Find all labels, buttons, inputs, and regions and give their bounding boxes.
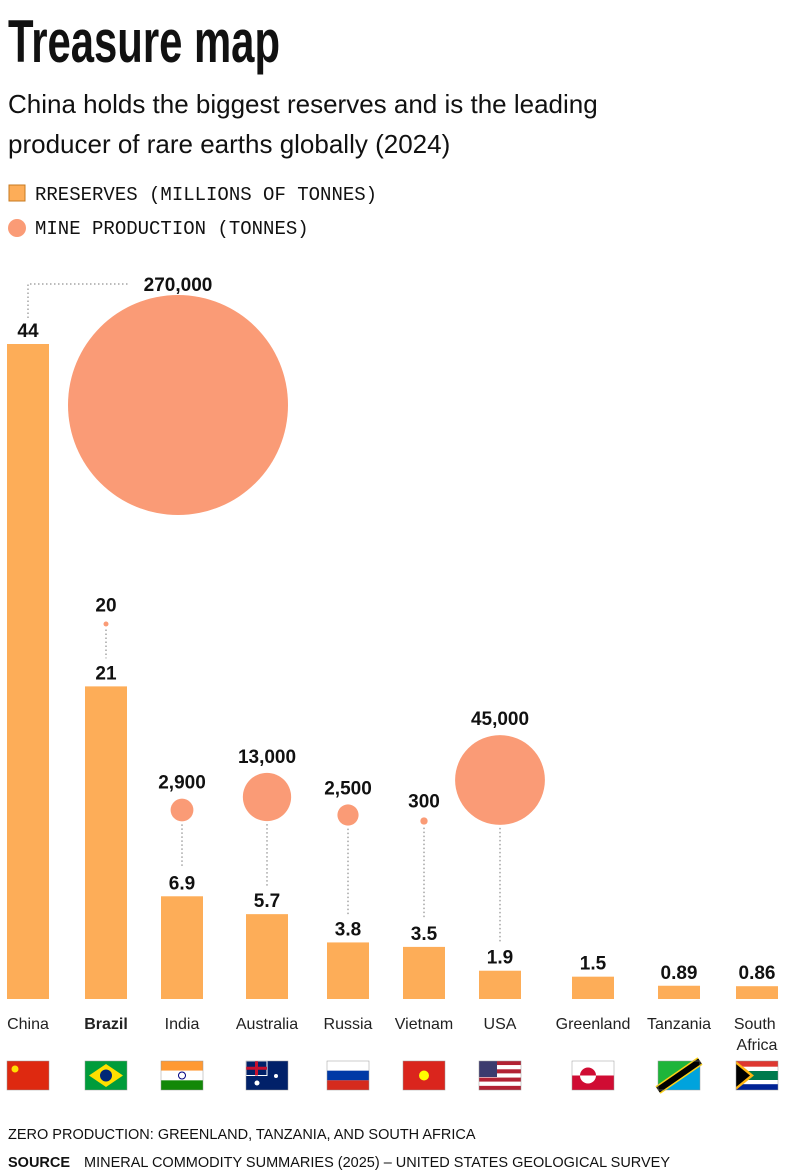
x-tick-label: China	[7, 1016, 49, 1033]
x-tick-label: Vietnam	[395, 1016, 453, 1033]
bubble	[170, 798, 194, 822]
flag	[655, 1057, 703, 1094]
bubble-value-label: 20	[95, 596, 116, 617]
bar	[327, 942, 369, 999]
bar	[736, 986, 778, 999]
flag	[478, 1060, 522, 1091]
flag	[402, 1060, 446, 1091]
x-tick-label: USA	[484, 1016, 517, 1033]
leader-line	[27, 283, 128, 318]
bubble-value-label: 2,900	[158, 773, 206, 794]
bar-value-label: 3.5	[411, 924, 438, 945]
x-tick-label: India	[165, 1016, 200, 1033]
note: ZERO PRODUCTION: GREENLAND, TANZANIA, AN…	[8, 1127, 476, 1143]
legend-swatch	[8, 184, 26, 202]
x-tick-label: Australia	[236, 1016, 298, 1033]
bar	[7, 344, 49, 999]
bubble	[420, 817, 428, 825]
bubble-value-label: 270,000	[144, 275, 213, 296]
bar	[85, 686, 127, 999]
bar	[479, 970, 521, 999]
bar	[572, 976, 614, 999]
bubble-value-label: 300	[408, 791, 440, 812]
bar-value-label: 5.7	[254, 891, 280, 912]
x-tick-label: Tanzania	[647, 1016, 711, 1033]
bubble-value-label: 2,500	[324, 778, 372, 799]
flag	[84, 1060, 128, 1091]
legend-label: RRESERVES (MILLIONS OF TONNES)	[35, 184, 377, 206]
bubble	[337, 804, 359, 826]
bar-value-label: 1.5	[580, 954, 607, 975]
chart-subtitle: China holds the biggest reserves and is …	[8, 89, 605, 159]
x-tick-label: Greenland	[556, 1016, 631, 1033]
bubble	[455, 735, 545, 825]
bar-value-label: 0.86	[739, 963, 776, 984]
source-label: SOURCE	[8, 1155, 70, 1171]
legend-swatch	[8, 219, 26, 237]
bar-value-label: 44	[17, 321, 39, 342]
bubble-value-label: 13,000	[238, 747, 296, 768]
bar-value-label: 6.9	[169, 873, 195, 894]
bar	[658, 985, 700, 999]
bubble-value-label: 45,000	[471, 709, 529, 730]
x-tick-label: Brazil	[84, 1016, 128, 1033]
source: MINERAL COMMODITY SUMMARIES (2025) – UNI…	[84, 1155, 670, 1171]
bubble	[103, 621, 109, 627]
bar-value-label: 21	[95, 663, 117, 684]
flag	[6, 1060, 50, 1091]
bar-value-label: 1.9	[487, 948, 513, 969]
chart-title: Treasure map	[8, 8, 280, 75]
x-tick-label: South Africa	[734, 1016, 780, 1054]
bubble	[68, 295, 288, 515]
flag	[571, 1060, 615, 1091]
flag	[245, 1060, 289, 1091]
bubble	[242, 772, 292, 822]
bar	[161, 896, 203, 999]
legend-label: MINE PRODUCTION (TONNES)	[35, 218, 309, 240]
x-tick-label: Russia	[324, 1016, 373, 1033]
flag	[735, 1060, 779, 1091]
flag	[160, 1060, 204, 1091]
flag	[326, 1060, 370, 1091]
bar	[246, 914, 288, 999]
bar-value-label: 3.8	[335, 919, 361, 940]
bar	[403, 946, 445, 999]
bar-value-label: 0.89	[661, 963, 698, 984]
